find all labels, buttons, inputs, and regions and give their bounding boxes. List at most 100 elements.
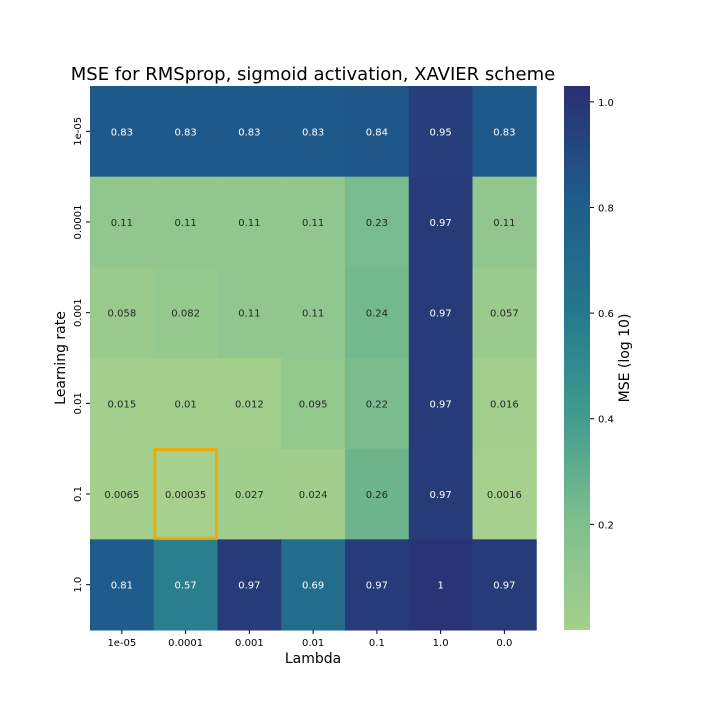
colorbar-ticks: 0.2 0.4 0.6 0.8 1.0 — [590, 98, 614, 531]
cell-value-label: 0.83 — [302, 127, 324, 138]
heatmap-cell — [217, 448, 282, 540]
cell-value-label: 0.11 — [238, 218, 260, 229]
cell-value-label: 0.84 — [366, 127, 388, 138]
heatmap-cell — [281, 539, 346, 631]
cell-value-label: 0.11 — [238, 309, 260, 320]
cell-value-label: 0.22 — [366, 399, 388, 410]
cell-value-label: 0.11 — [302, 309, 324, 320]
cell-value-label: 0.11 — [174, 218, 196, 229]
heatmap-cell — [153, 176, 218, 268]
heatmap-cell — [345, 539, 410, 631]
cell-value-label: 1 — [437, 581, 443, 592]
y-tick-label: 0.01 — [73, 392, 84, 414]
heatmap-cell — [217, 86, 282, 178]
heatmap-cell — [408, 358, 473, 450]
heatmap-cell — [153, 86, 218, 178]
cell-value-label: 0.11 — [493, 218, 515, 229]
cell-value-label: 0.97 — [493, 581, 515, 592]
colorbar-tick-label: 0.8 — [598, 203, 614, 214]
heatmap-cell — [408, 86, 473, 178]
highlight-layer — [153, 448, 218, 540]
colorbar-tick-label: 0.2 — [598, 520, 614, 531]
heatmap-cell — [281, 358, 346, 450]
heatmap-cell — [345, 358, 410, 450]
heatmap-cell — [90, 86, 155, 178]
cell-value-label: 0.027 — [235, 490, 264, 501]
heatmap-cell — [281, 448, 346, 540]
highlight-box — [153, 448, 218, 540]
colorbar-tick-label: 1.0 — [598, 98, 614, 109]
cell-value-label: 0.83 — [174, 127, 196, 138]
cell-value-label: 0.058 — [108, 309, 137, 320]
heatmap-cell — [217, 358, 282, 450]
heatmap-cell — [345, 176, 410, 268]
cell-value-label: 0.83 — [493, 127, 515, 138]
cell-value-label: 0.01 — [174, 399, 196, 410]
heatmap-cell — [408, 539, 473, 631]
cell-value-label: 0.024 — [299, 490, 328, 501]
x-tick-label: 0.0 — [496, 638, 512, 649]
heatmap-cells — [90, 86, 537, 631]
colorbar-tick-label: 0.6 — [598, 309, 614, 320]
x-tick-label: 1e-05 — [107, 638, 136, 649]
colorbar-tick-label: 0.4 — [598, 415, 614, 426]
heatmap-cell — [281, 176, 346, 268]
cell-value-label: 0.00035 — [165, 490, 206, 501]
cell-value-label: 0.81 — [111, 581, 133, 592]
heatmap-cell — [281, 86, 346, 178]
cell-value-label: 0.97 — [429, 399, 451, 410]
cell-value-label: 0.97 — [238, 581, 260, 592]
heatmap-cell — [472, 86, 537, 178]
heatmap-cell — [90, 539, 155, 631]
x-tick-label: 0.001 — [235, 638, 264, 649]
cell-value-label: 0.69 — [302, 581, 324, 592]
heatmap-cell — [90, 267, 155, 359]
heatmap-cell — [281, 267, 346, 359]
heatmap-cell — [153, 539, 218, 631]
cell-value-label: 0.23 — [366, 218, 388, 229]
x-tick-label: 1.0 — [433, 638, 449, 649]
heatmap-cell — [90, 176, 155, 268]
heatmap-cell — [345, 267, 410, 359]
y-tick-label: 0.0001 — [73, 205, 84, 240]
heatmap-cell — [472, 539, 537, 631]
cell-value-label: 0.24 — [366, 309, 388, 320]
y-tick-label: 0.001 — [73, 298, 84, 327]
cell-value-label: 0.95 — [429, 127, 451, 138]
cell-value-label: 0.012 — [235, 399, 264, 410]
x-tick-label: 0.1 — [369, 638, 385, 649]
heatmap-cell — [153, 448, 218, 540]
colorbar: 0.2 0.4 0.6 0.8 1.0 MSE (log 10) — [564, 86, 633, 630]
y-tick-label: 0.1 — [73, 486, 84, 502]
heatmap-cell — [408, 267, 473, 359]
cell-value-label: 0.082 — [171, 309, 200, 320]
cell-value-label: 0.057 — [490, 309, 519, 320]
x-tick-label: 0.0001 — [168, 638, 203, 649]
cell-value-label: 0.97 — [366, 581, 388, 592]
cell-value-label: 0.57 — [174, 581, 196, 592]
cell-value-label: 0.97 — [429, 309, 451, 320]
heatmap-cell — [90, 358, 155, 450]
y-tick-label: 1e-05 — [73, 117, 84, 146]
cell-value-label: 0.83 — [111, 127, 133, 138]
heatmap-cell — [472, 358, 537, 450]
cell-value-label: 0.015 — [108, 399, 137, 410]
cell-value-label: 0.97 — [429, 490, 451, 501]
chart-title: MSE for RMSprop, sigmoid activation, XAV… — [71, 64, 555, 85]
colorbar-gradient — [564, 86, 590, 630]
cell-value-label: 0.26 — [366, 490, 388, 501]
heatmap-cell — [217, 539, 282, 631]
heatmap-cell — [408, 176, 473, 268]
cell-value-label: 0.11 — [111, 218, 133, 229]
cell-value-label: 0.97 — [429, 218, 451, 229]
heatmap-cell — [345, 448, 410, 540]
y-axis-ticks: 1e-05 0.0001 0.001 0.01 0.1 1.0 — [73, 117, 90, 593]
heatmap-cell — [472, 448, 537, 540]
heatmap-cell — [217, 267, 282, 359]
cell-value-label: 0.11 — [302, 218, 324, 229]
heatmap-cell — [153, 358, 218, 450]
heatmap-cell-labels: 0.83 0.83 0.83 0.83 0.84 0.95 0.83 0.11 0.11 0.11… — [104, 127, 522, 591]
heatmap-cell — [153, 267, 218, 359]
cell-value-label: 0.0016 — [487, 490, 522, 501]
